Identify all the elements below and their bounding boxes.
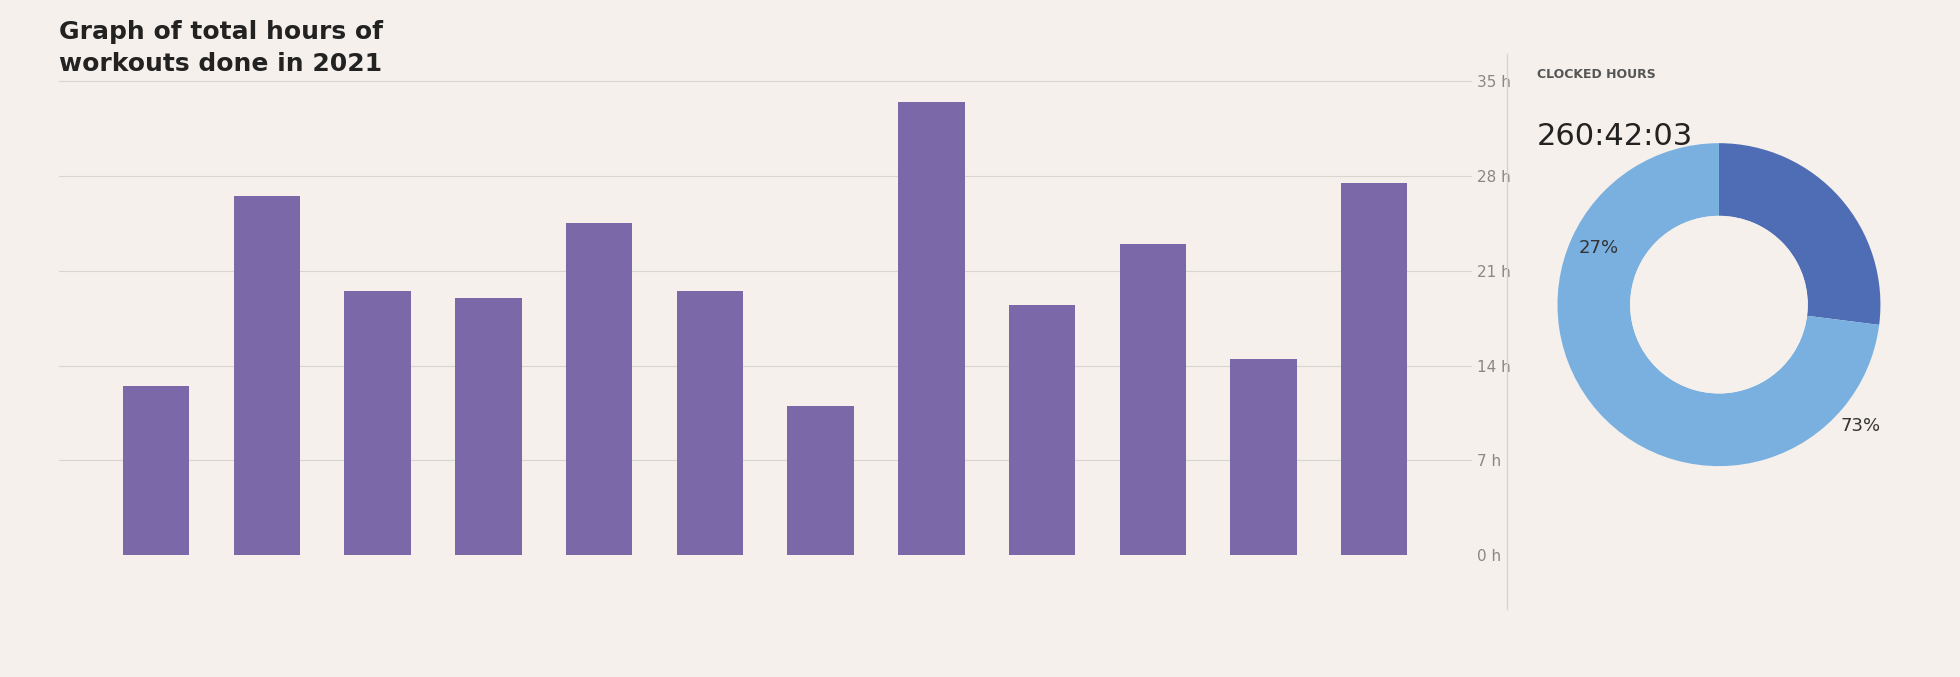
- Bar: [233, 196, 300, 555]
- Bar: [1009, 305, 1076, 555]
- Circle shape: [1631, 216, 1807, 393]
- Bar: [676, 291, 743, 555]
- Bar: [1341, 183, 1407, 555]
- Bar: [455, 298, 521, 555]
- Bar: [566, 223, 633, 555]
- Text: 260:42:03: 260:42:03: [1537, 122, 1693, 151]
- Bar: [1119, 244, 1186, 555]
- Text: Graph of total hours of
workouts done in 2021: Graph of total hours of workouts done in…: [59, 20, 382, 76]
- Bar: [788, 406, 855, 555]
- Bar: [898, 102, 964, 555]
- Text: 73%: 73%: [1840, 417, 1880, 435]
- Bar: [123, 386, 190, 555]
- Wedge shape: [1719, 143, 1880, 325]
- Bar: [345, 291, 412, 555]
- Text: CLOCKED HOURS: CLOCKED HOURS: [1537, 68, 1656, 81]
- Wedge shape: [1558, 143, 1880, 466]
- Text: 27%: 27%: [1578, 239, 1619, 257]
- Bar: [1231, 359, 1298, 555]
